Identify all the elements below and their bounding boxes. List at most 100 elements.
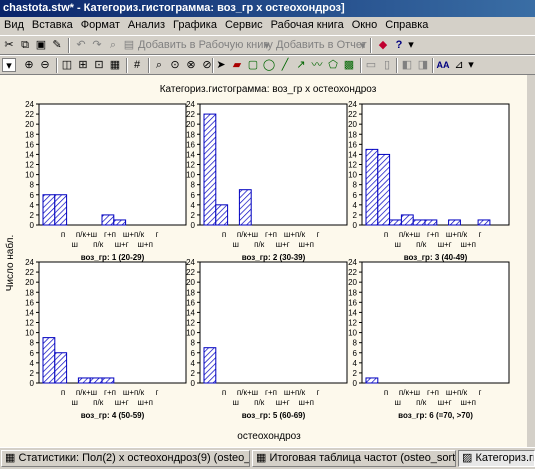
toolbar-separator — [68, 38, 70, 53]
menu-window[interactable]: Окно — [351, 19, 378, 31]
y-tick-label: 14 — [25, 308, 34, 317]
histogram-bar — [412, 219, 426, 226]
menu-tools[interactable]: Сервис — [224, 19, 263, 31]
font-color-icon[interactable]: ⊿ — [454, 59, 464, 71]
y-tick-label: 12 — [25, 161, 34, 170]
copy-icon[interactable]: ⧉ — [21, 39, 29, 51]
panel-label: воз_гр: 1 (20-29) — [81, 253, 145, 262]
align-icon[interactable]: ▭ — [365, 59, 377, 71]
y-tick-label: 2 — [30, 211, 35, 220]
find-icon[interactable]: ⌕ — [109, 39, 117, 51]
table-icon: ▦ — [256, 452, 270, 464]
x-tick-label: г+п — [265, 230, 277, 239]
x-tick-label: п — [384, 230, 388, 239]
window-title: chastota.stw* - Категориз.гистограмма: в… — [0, 0, 535, 17]
y-tick-label: 18 — [186, 288, 195, 297]
workbook-dropdown-icon[interactable]: ▾ — [264, 40, 270, 52]
point-icon[interactable]: ⊗ — [186, 59, 196, 71]
redo-icon[interactable]: ↷ — [92, 39, 102, 51]
menu-analysis[interactable]: Анализ — [127, 19, 166, 31]
y-tick-label: 10 — [186, 171, 195, 180]
y-tick-label: 10 — [348, 329, 357, 338]
draw-freehand-icon[interactable]: 〰 — [311, 59, 323, 71]
draw-text-icon[interactable]: ▰ — [232, 59, 242, 71]
x-tick-label: п/к+ш — [76, 230, 97, 239]
task-statistics-label: Статистики: Пол(2) x остеохондроз(9) (os… — [18, 452, 250, 464]
help-icon[interactable]: ? — [395, 39, 403, 51]
add-to-report-button[interactable]: Добавить в Отчет — [276, 39, 367, 51]
task-frequency-table-tab[interactable]: ▦ Итоговая таблица частот (osteo_sort.st… — [252, 450, 456, 467]
y-tick-label: 12 — [348, 161, 357, 170]
undo-icon[interactable]: ↶ — [76, 39, 86, 51]
options-icon[interactable]: ◆ — [378, 39, 388, 51]
x-tick-label: п — [222, 230, 226, 239]
y-tick-label: 6 — [191, 349, 196, 358]
zoom-out-icon[interactable]: ⊖ — [40, 59, 50, 71]
add-to-workbook-button[interactable]: Добавить в Рабочую книгу — [138, 39, 273, 51]
y-tick-label: 16 — [25, 140, 34, 149]
grid-icon[interactable]: # — [133, 59, 141, 71]
zoom-select-icon[interactable]: ▾ — [2, 58, 16, 72]
histogram-bar — [400, 214, 414, 226]
x-tick-label: г — [479, 230, 482, 239]
x-tick-label: ш+г — [438, 240, 452, 249]
cut-icon[interactable]: ✂ — [4, 39, 14, 51]
x-tick-label: ш+п/к — [284, 388, 306, 397]
x-tick-label: ш+г — [115, 398, 129, 407]
brush-icon[interactable]: ⊙ — [170, 59, 180, 71]
window-frame-right — [527, 75, 535, 447]
menu-view[interactable]: Вид — [4, 19, 24, 31]
region-icon[interactable]: ⊘ — [202, 59, 212, 71]
draw-ellipse-icon[interactable]: ◯ — [262, 59, 276, 71]
font-dropdown-icon[interactable]: ▾ — [468, 59, 474, 71]
x-tick-label: ш+п/к — [123, 230, 145, 239]
pointer-icon[interactable]: ➤ — [216, 59, 226, 71]
send-back-icon[interactable]: ◨ — [417, 59, 429, 71]
y-tick-label: 18 — [186, 130, 195, 139]
task-statistics-tab[interactable]: ▦ Статистики: Пол(2) x остеохондроз(9) (… — [1, 450, 250, 467]
report-dropdown-icon[interactable]: ▾ — [360, 40, 366, 52]
graph-options-icon[interactable]: ⊡ — [94, 59, 104, 71]
y-tick-label: 6 — [191, 191, 196, 200]
font-icon[interactable]: AA — [436, 60, 450, 70]
histogram-bar — [389, 219, 402, 226]
graph-fit-icon[interactable]: ⊞ — [78, 59, 88, 71]
y-tick-label: 14 — [186, 308, 195, 317]
y-tick-label: 24 — [186, 258, 195, 267]
draw-arrow-icon[interactable]: ↗ — [296, 59, 306, 71]
menu-workbook[interactable]: Рабочая книга — [270, 19, 344, 31]
y-tick-label: 10 — [25, 171, 34, 180]
menu-format[interactable]: Формат — [80, 19, 120, 31]
paste-icon[interactable]: ▣ — [35, 39, 47, 51]
graph-layout-icon[interactable]: ▦ — [109, 59, 121, 71]
magnify-icon[interactable]: ⌕ — [155, 59, 163, 71]
task-histogram-label: Категориз.гистограмма — [475, 452, 534, 464]
draw-image-icon[interactable]: ▩ — [343, 59, 355, 71]
y-tick-label: 12 — [25, 319, 34, 328]
task-histogram-tab[interactable]: ▨ Категориз.гистограмма — [458, 450, 535, 467]
bring-front-icon[interactable]: ◧ — [401, 59, 413, 71]
y-tick-label: 16 — [348, 140, 357, 149]
categorized-histogram[interactable]: Категориз.гистограмма: воз_гр x остеохон… — [0, 75, 535, 447]
x-tick-label: п — [222, 388, 226, 397]
y-tick-label: 18 — [348, 288, 357, 297]
draw-line-icon[interactable]: ╱ — [281, 59, 289, 71]
y-tick-label: 16 — [25, 298, 34, 307]
workbook-icon: ▤ — [123, 39, 135, 51]
format-painter-icon[interactable]: ✎ — [52, 39, 62, 51]
draw-polygon-icon[interactable]: ⬠ — [328, 59, 338, 71]
help-dropdown-icon[interactable]: ▾ — [408, 39, 414, 51]
draw-rect-icon[interactable]: ▢ — [247, 59, 259, 71]
y-tick-label: 2 — [30, 369, 35, 378]
menu-insert[interactable]: Вставка — [31, 19, 73, 31]
task-frequency-table-label: Итоговая таблица частот (osteo_sort.sta) — [269, 452, 456, 464]
x-tick-label: г — [317, 388, 320, 397]
zoom-in-icon[interactable]: ⊕ — [24, 59, 34, 71]
x-tick-label: г — [156, 388, 159, 397]
distribute-icon[interactable]: ▯ — [383, 59, 391, 71]
graph-data-icon[interactable]: ◫ — [61, 59, 73, 71]
menu-graphics[interactable]: Графика — [173, 19, 217, 31]
y-tick-label: 20 — [186, 120, 195, 129]
y-tick-label: 6 — [353, 349, 358, 358]
menu-help[interactable]: Справка — [385, 19, 429, 31]
